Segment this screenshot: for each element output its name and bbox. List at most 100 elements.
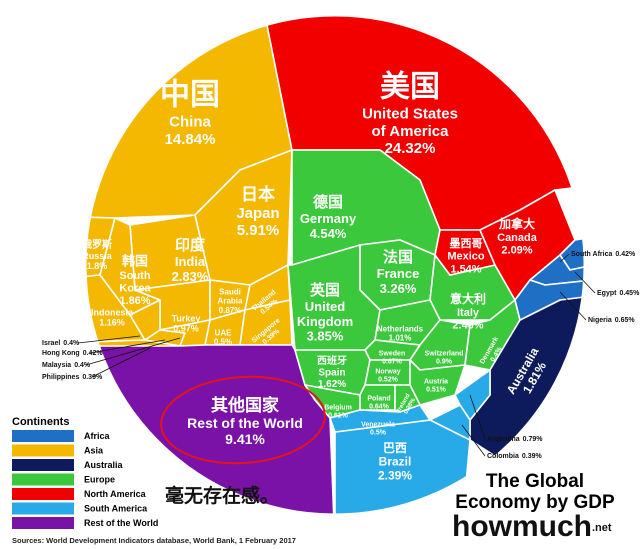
cell-value-label: 2.09% [501,244,532,256]
cell-name: Canada [497,232,538,244]
cell-name: Japan [236,205,279,222]
outside-label-name: Malaysia [42,362,71,369]
cell-value-label: 0.52% [378,377,399,384]
legend-label: Africa [84,431,111,441]
cell [559,229,585,271]
legend-swatch [12,444,74,457]
cell-name-zh: 法国 [383,248,413,266]
legend-swatch [12,517,74,529]
cell-name-zh: 德国 [313,193,343,211]
cell-name: Kingdom [297,314,353,329]
outside-label: South Africa 0.42% [571,251,636,258]
leader-line [574,271,596,294]
outside-label-name: Philippines [42,374,79,381]
brand-suffix: .net [592,522,612,534]
legend-label: North America [84,489,147,499]
cell-name: Rest of the World [187,415,303,431]
outside-label-value: 0.42% [83,350,104,357]
legend-swatch [12,459,74,471]
cell-name: Spain [318,368,345,379]
outside-label-value: 0.42% [615,251,636,258]
cell-name-zh: 韩国 [122,254,148,269]
cell-name: Venezuela [361,422,395,429]
outside-label: Hong Kong 0.42% [42,350,103,357]
outside-label: Colombia 0.39% [487,453,543,460]
cell [359,384,396,411]
cell [329,404,431,433]
cell-name: of America [372,123,450,140]
cell-value-label: 0.64% [369,404,390,411]
cell-name: Arabia [218,297,243,306]
cell-value-label: 1.54% [450,263,481,275]
cell-value-label: 1.8% [87,261,108,271]
cell-name: Turkey [172,313,201,323]
cell-name: United [305,299,346,314]
circle-outline [83,13,587,517]
outside-label-value: 0.45% [619,290,640,297]
cell-value-label: 1.86% [119,295,150,307]
cell-value-label: 0.5% [214,338,232,347]
cell-name-zh: 其他国家 [211,395,279,415]
cell [514,274,585,321]
outside-label: Argentina 0.79% [487,436,543,443]
outside-label-name: Israel [42,340,60,347]
cell-name: Saudi [219,288,241,297]
leader-line [559,291,587,321]
title-line: The Global [486,471,584,492]
leader-line [85,337,181,366]
cell-value-label: 2.39% [378,468,412,482]
cell-value-label: 1.16% [99,318,125,328]
outside-label-name: Egypt [597,290,617,297]
cell-name: Belgium [324,405,352,412]
legend-title: Continents [12,416,69,428]
legend-label: South America [84,503,148,513]
cell-value-label: 0.87% [219,306,242,315]
cell-value-label: 5.91% [237,222,280,239]
cell-name: India [175,254,206,269]
outside-label-name: Colombia [487,453,519,460]
cell-value-label: 24.32% [385,140,436,157]
cell-name: China [169,114,211,131]
outside-label-value: 0.4% [63,340,80,347]
cell-value-label: 3.85% [307,329,344,344]
cell-value-label: 0.51% [426,387,447,394]
cell-name: Brazil [379,455,412,469]
cell-name: Italy [457,307,480,319]
cell-value-label: 1.62% [318,379,346,390]
cell-name-zh: 加拿大 [498,216,535,231]
cell-name: Netherlands [377,325,424,334]
outside-label: Philippines 0.39% [42,374,103,381]
outside-label-value: 0.79% [523,436,544,443]
cell-name-zh: 日本 [241,184,275,204]
legend-label: Asia [84,445,104,455]
cell-name: Sweden [379,351,405,358]
cell-name-zh: 意大利 [450,291,486,306]
legend-label: Europe [84,474,115,484]
legend-swatch [12,473,74,486]
legend-swatch [12,488,74,500]
cell-value-label: 2.83% [172,269,209,284]
cell-name: Korea [119,283,151,295]
cell-name-zh: 巴西 [383,441,407,455]
cell-value-label: 3.26% [380,281,417,296]
cell-name: Indonesia [91,307,134,317]
brand-name: howmuch [452,510,592,543]
